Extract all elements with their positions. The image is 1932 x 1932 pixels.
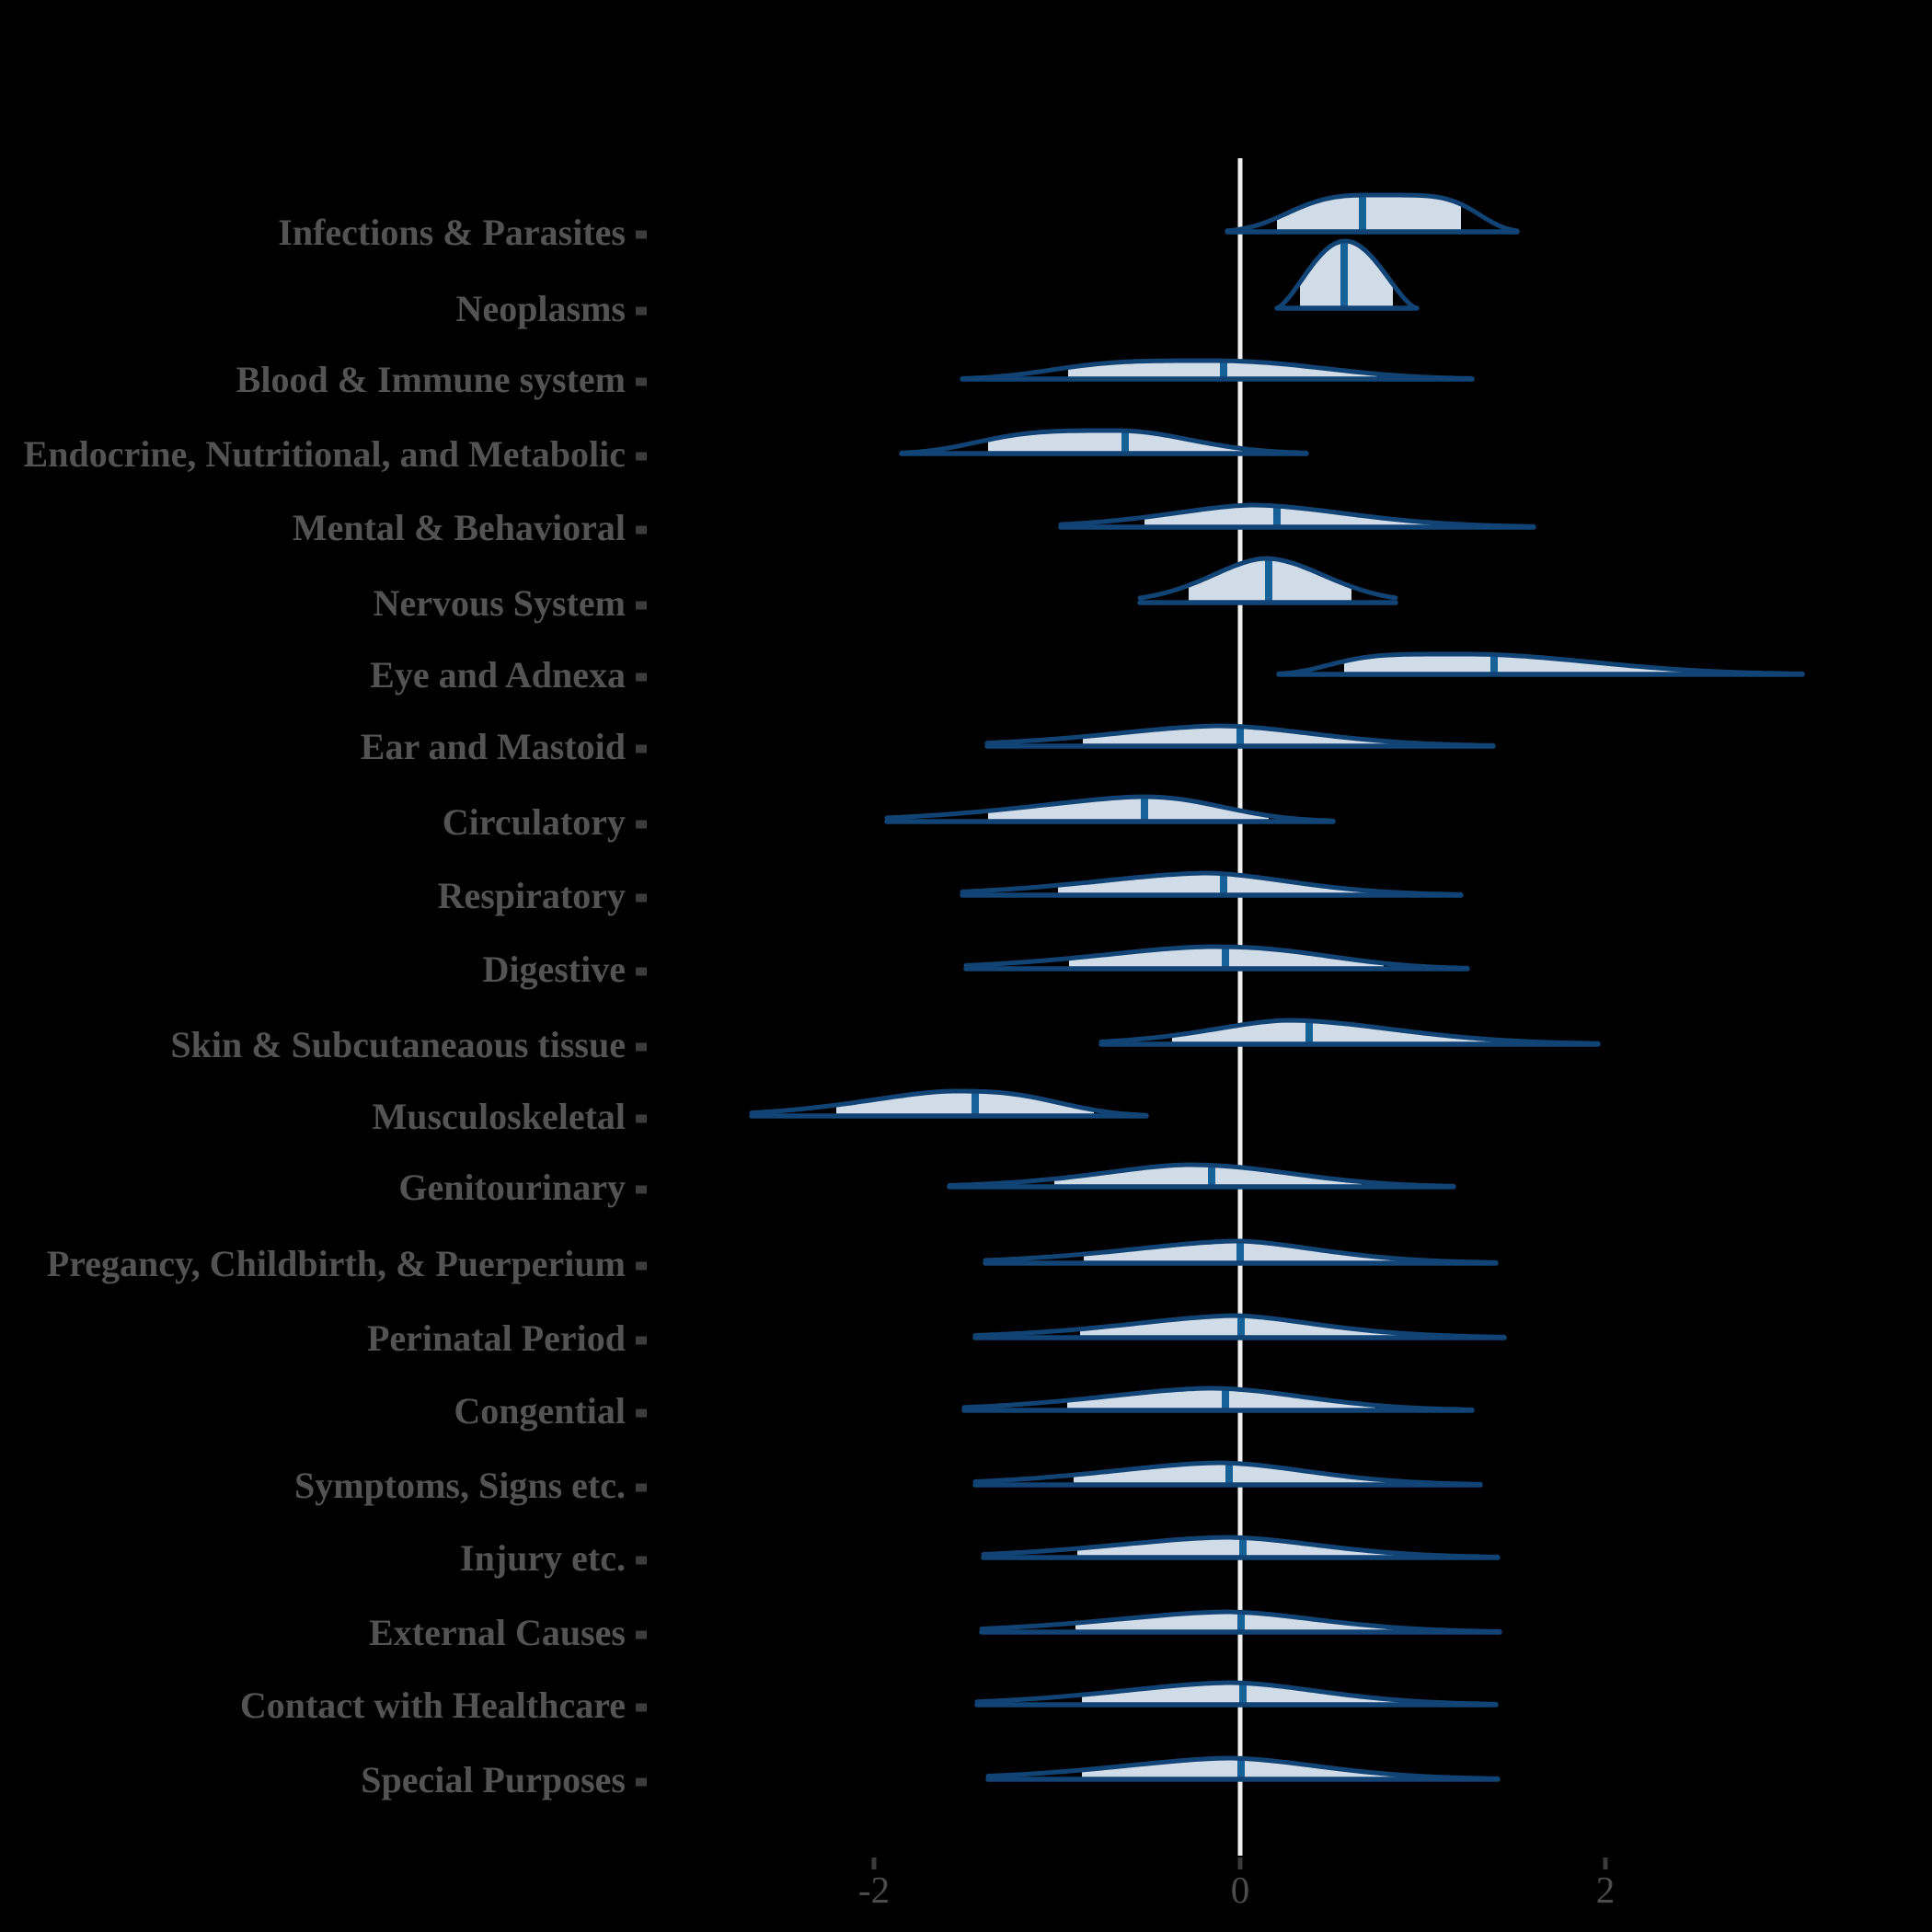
svg-text:Neoplasms: Neoplasms — [456, 288, 626, 329]
svg-text:Respiratory: Respiratory — [438, 875, 626, 916]
svg-text:Ear and Mastoid: Ear and Mastoid — [361, 726, 626, 767]
svg-text:Congential: Congential — [454, 1390, 626, 1432]
svg-text:Mental & Behavioral: Mental & Behavioral — [293, 507, 626, 548]
svg-text:Skin & Subcutaneaous tissue: Skin & Subcutaneaous tissue — [170, 1024, 626, 1065]
svg-text:Musculoskeletal: Musculoskeletal — [372, 1096, 626, 1137]
svg-text:2: 2 — [1596, 1869, 1616, 1911]
svg-text:Injury etc.: Injury etc. — [460, 1537, 626, 1579]
svg-text:Circulatory: Circulatory — [443, 801, 626, 843]
svg-text:Pregancy, Childbirth, & Puerpe: Pregancy, Childbirth, & Puerperium — [47, 1243, 626, 1284]
svg-text:Eye and Adnexa: Eye and Adnexa — [370, 654, 626, 696]
svg-text:Infections & Parasites: Infections & Parasites — [278, 212, 626, 253]
svg-text:Endocrine, Nutritional, and Me: Endocrine, Nutritional, and Metabolic — [24, 433, 626, 475]
svg-text:-2: -2 — [858, 1869, 890, 1911]
svg-text:Digestive: Digestive — [482, 949, 626, 990]
svg-text:Nervous System: Nervous System — [374, 582, 626, 624]
svg-text:0: 0 — [1231, 1869, 1250, 1911]
svg-text:External Causes: External Causes — [369, 1612, 626, 1653]
svg-text:Contact with Healthcare: Contact with Healthcare — [240, 1685, 626, 1726]
svg-text:Blood & Immune system: Blood & Immune system — [236, 359, 626, 400]
svg-text:Special Purposes: Special Purposes — [361, 1759, 626, 1800]
svg-text:Perinatal Period: Perinatal Period — [367, 1317, 626, 1359]
svg-text:Symptoms, Signs etc.: Symptoms, Signs etc. — [294, 1465, 626, 1506]
svg-text:Genitourinary: Genitourinary — [398, 1167, 626, 1208]
